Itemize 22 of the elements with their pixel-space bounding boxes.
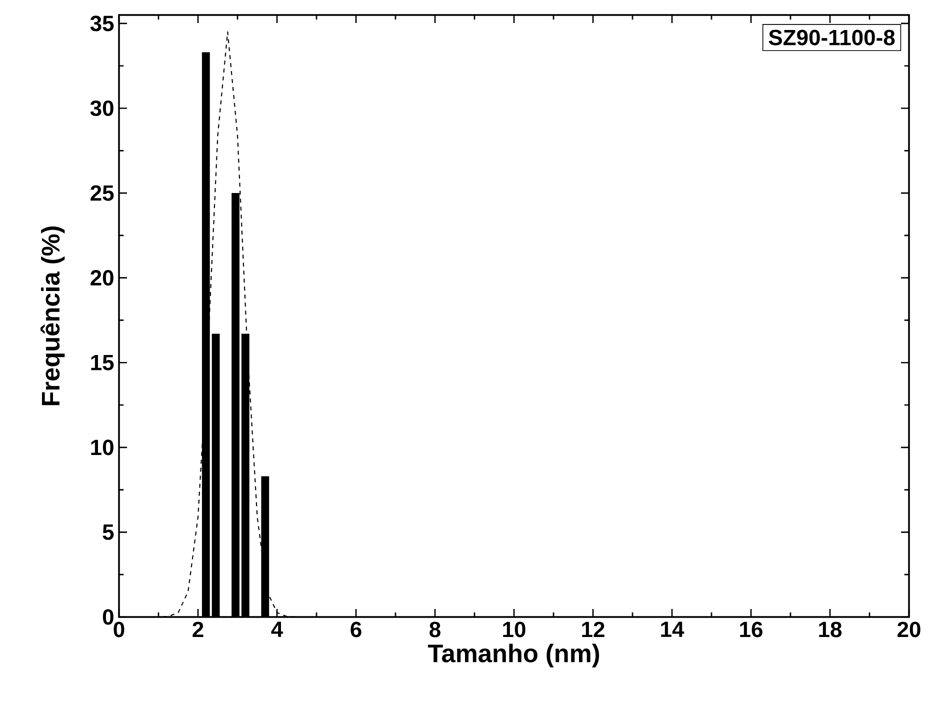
y-tick-label: 35 xyxy=(90,16,114,32)
x-tick-label: 6 xyxy=(350,622,362,638)
x-tick-label: 8 xyxy=(430,622,440,638)
y-tick-label: 10 xyxy=(91,440,114,456)
y-axis-title: Frequência (%) xyxy=(40,226,65,406)
x-tick-label: 0 xyxy=(114,622,124,638)
x-tick-label: 10 xyxy=(503,622,526,638)
x-axis-title: Tamanho (nm) xyxy=(428,644,600,668)
y-tick-label: 5 xyxy=(102,524,114,540)
y-tick-label: 15 xyxy=(91,354,114,370)
x-tick-label: 4 xyxy=(271,622,283,637)
y-tick-label: 20 xyxy=(90,270,114,286)
x-tick-label: 16 xyxy=(740,622,762,638)
x-tick-label: 14 xyxy=(661,622,684,637)
y-tick-label: 25 xyxy=(90,185,114,201)
x-tick-label: 18 xyxy=(819,622,842,638)
annotation: SZ90-1100-8 xyxy=(768,30,895,46)
x-tick-label: 20 xyxy=(898,622,920,638)
y-tick-label: 0 xyxy=(102,609,114,625)
x-tick-label: 12 xyxy=(582,622,604,638)
y-tick-label: 30 xyxy=(90,100,114,116)
x-tick-label: 2 xyxy=(192,622,204,638)
